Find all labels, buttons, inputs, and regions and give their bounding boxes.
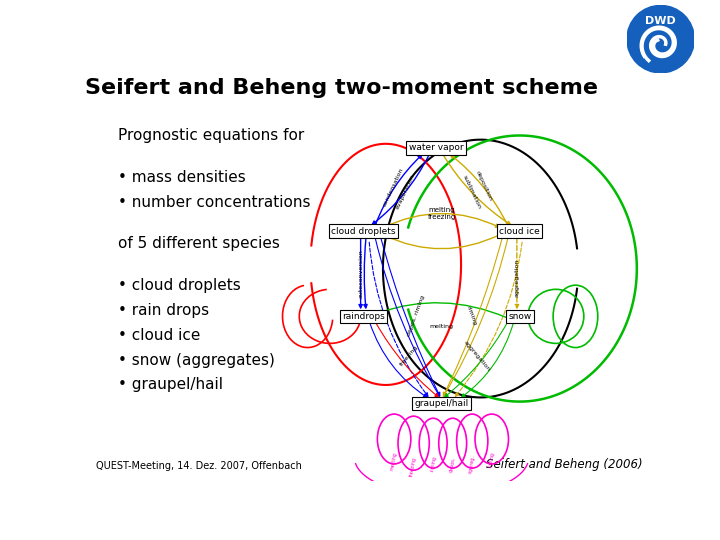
FancyArrowPatch shape	[382, 213, 499, 228]
FancyArrowPatch shape	[444, 238, 503, 396]
Text: aggregation: aggregation	[462, 340, 491, 373]
Text: Seifert and Beheng (2006): Seifert and Beheng (2006)	[486, 458, 642, 471]
Text: snow: snow	[508, 312, 531, 321]
Text: • cloud droplets: • cloud droplets	[118, 278, 240, 293]
Text: of 5 different species: of 5 different species	[118, 236, 280, 251]
Text: freezing: freezing	[410, 457, 418, 477]
Text: DWD: DWD	[645, 16, 676, 25]
Text: depos.: depos.	[449, 456, 456, 472]
FancyArrowPatch shape	[375, 238, 439, 396]
Text: melting: melting	[429, 324, 453, 329]
FancyArrowPatch shape	[370, 323, 427, 397]
Text: • number concentrations: • number concentrations	[118, 194, 310, 210]
FancyArrowPatch shape	[455, 242, 522, 396]
Text: Seifert and Beheng two-moment scheme: Seifert and Beheng two-moment scheme	[85, 78, 598, 98]
Text: freezing: freezing	[399, 345, 419, 367]
Text: melting: melting	[390, 451, 398, 471]
Text: Prognostic equations for: Prognostic equations for	[118, 128, 304, 143]
Text: deposition: deposition	[474, 170, 493, 202]
Text: • graupel/hail: • graupel/hail	[118, 377, 223, 393]
Text: • mass densities: • mass densities	[118, 170, 246, 185]
FancyArrowPatch shape	[376, 323, 438, 397]
Text: cloud droplets: cloud droplets	[331, 227, 396, 235]
FancyArrowPatch shape	[516, 238, 518, 308]
Text: condensation: condensation	[382, 166, 405, 207]
Text: water vapor: water vapor	[409, 144, 463, 152]
Text: QUEST-Meeting, 14. Dez. 2007, Offenbach: QUEST-Meeting, 14. Dez. 2007, Offenbach	[96, 462, 302, 471]
Text: • rain drops: • rain drops	[118, 302, 209, 318]
FancyArrowPatch shape	[451, 155, 508, 225]
Text: riming: riming	[429, 456, 437, 472]
FancyArrowPatch shape	[384, 234, 500, 249]
Text: riming: riming	[466, 305, 477, 326]
Text: autoconversion: autoconversion	[358, 249, 363, 298]
FancyArrowPatch shape	[369, 242, 428, 396]
FancyArrowPatch shape	[462, 323, 513, 397]
Text: cloud ice: cloud ice	[499, 227, 540, 235]
FancyArrowPatch shape	[376, 155, 422, 224]
Circle shape	[627, 5, 694, 73]
Text: aggregation: aggregation	[514, 259, 519, 296]
Text: aggreg.: aggreg.	[468, 455, 477, 474]
Text: raindrops: raindrops	[342, 312, 384, 321]
Text: graupel/hail: graupel/hail	[415, 399, 469, 408]
Text: riming: riming	[488, 451, 495, 468]
FancyArrowPatch shape	[379, 303, 506, 318]
Text: • cloud ice: • cloud ice	[118, 328, 200, 342]
Text: depos. riming: depos. riming	[406, 295, 426, 337]
FancyArrowPatch shape	[381, 238, 440, 396]
Text: melting
freezing: melting freezing	[428, 207, 456, 220]
Text: evaporation: evaporation	[395, 173, 416, 210]
FancyArrowPatch shape	[372, 154, 429, 224]
FancyArrowPatch shape	[443, 154, 510, 225]
FancyArrowPatch shape	[445, 323, 507, 397]
Text: sublimation: sublimation	[462, 174, 482, 210]
FancyArrowPatch shape	[444, 238, 508, 396]
FancyArrowPatch shape	[364, 238, 367, 308]
FancyArrowPatch shape	[359, 238, 362, 308]
Text: • snow (aggregates): • snow (aggregates)	[118, 353, 275, 368]
